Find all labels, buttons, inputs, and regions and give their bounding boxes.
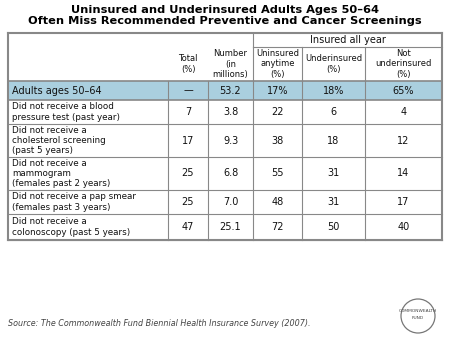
Text: 14: 14 [397, 169, 410, 178]
Text: Adults ages 50–64: Adults ages 50–64 [12, 86, 102, 96]
Text: 47: 47 [182, 222, 194, 232]
Text: 7.0: 7.0 [223, 197, 238, 207]
Text: 65%: 65% [393, 86, 414, 96]
Text: 40: 40 [397, 222, 410, 232]
Text: 6.8: 6.8 [223, 169, 238, 178]
Text: 3.8: 3.8 [223, 107, 238, 117]
Text: 17: 17 [397, 197, 410, 207]
Text: 18: 18 [328, 136, 340, 145]
Text: 72: 72 [271, 222, 284, 232]
Text: 7: 7 [185, 107, 191, 117]
Text: Source: The Commonwealth Fund Biennial Health Insurance Survey (2007).: Source: The Commonwealth Fund Biennial H… [8, 319, 310, 328]
Text: Total
(%): Total (%) [178, 54, 198, 74]
Text: Underinsured
(%): Underinsured (%) [305, 54, 362, 74]
Text: 9.3: 9.3 [223, 136, 238, 145]
Text: Not
underinsured
(%): Not underinsured (%) [375, 49, 432, 79]
Text: Did not receive a
mammogram
(females past 2 years): Did not receive a mammogram (females pas… [12, 159, 110, 188]
Text: 17: 17 [182, 136, 194, 145]
Text: 25: 25 [182, 169, 194, 178]
Text: Did not receive a
colonoscopy (past 5 years): Did not receive a colonoscopy (past 5 ye… [12, 217, 130, 237]
Text: Often Miss Recommended Preventive and Cancer Screenings: Often Miss Recommended Preventive and Ca… [28, 16, 422, 26]
Text: Number
(in
millions): Number (in millions) [212, 49, 248, 79]
Text: Insured all year: Insured all year [310, 35, 386, 45]
Text: Did not receive a pap smear
(females past 3 years): Did not receive a pap smear (females pas… [12, 192, 136, 212]
Text: 6: 6 [330, 107, 337, 117]
Text: Did not receive a blood
pressure test (past year): Did not receive a blood pressure test (p… [12, 102, 120, 122]
Text: 18%: 18% [323, 86, 344, 96]
Text: 4: 4 [400, 107, 406, 117]
Text: 22: 22 [271, 107, 284, 117]
Text: 17%: 17% [267, 86, 288, 96]
Text: Uninsured and Underinsured Adults Ages 50–64: Uninsured and Underinsured Adults Ages 5… [71, 5, 379, 15]
Text: 25: 25 [182, 197, 194, 207]
Text: —: — [183, 86, 193, 96]
Text: 50: 50 [327, 222, 340, 232]
Bar [8, 81, 442, 100]
Text: 38: 38 [271, 136, 284, 145]
Text: COMMONWEALTH: COMMONWEALTH [399, 309, 437, 313]
Text: Did not receive a
cholesterol screening
(past 5 years): Did not receive a cholesterol screening … [12, 126, 106, 155]
Circle shape [401, 299, 435, 333]
Text: 55: 55 [271, 169, 284, 178]
Text: 31: 31 [328, 169, 340, 178]
Text: Uninsured
anytime
(%): Uninsured anytime (%) [256, 49, 299, 79]
Text: 48: 48 [271, 197, 284, 207]
Text: FUND: FUND [412, 316, 424, 320]
Text: 53.2: 53.2 [220, 86, 241, 96]
Text: 25.1: 25.1 [220, 222, 241, 232]
Text: 31: 31 [328, 197, 340, 207]
Text: 12: 12 [397, 136, 410, 145]
